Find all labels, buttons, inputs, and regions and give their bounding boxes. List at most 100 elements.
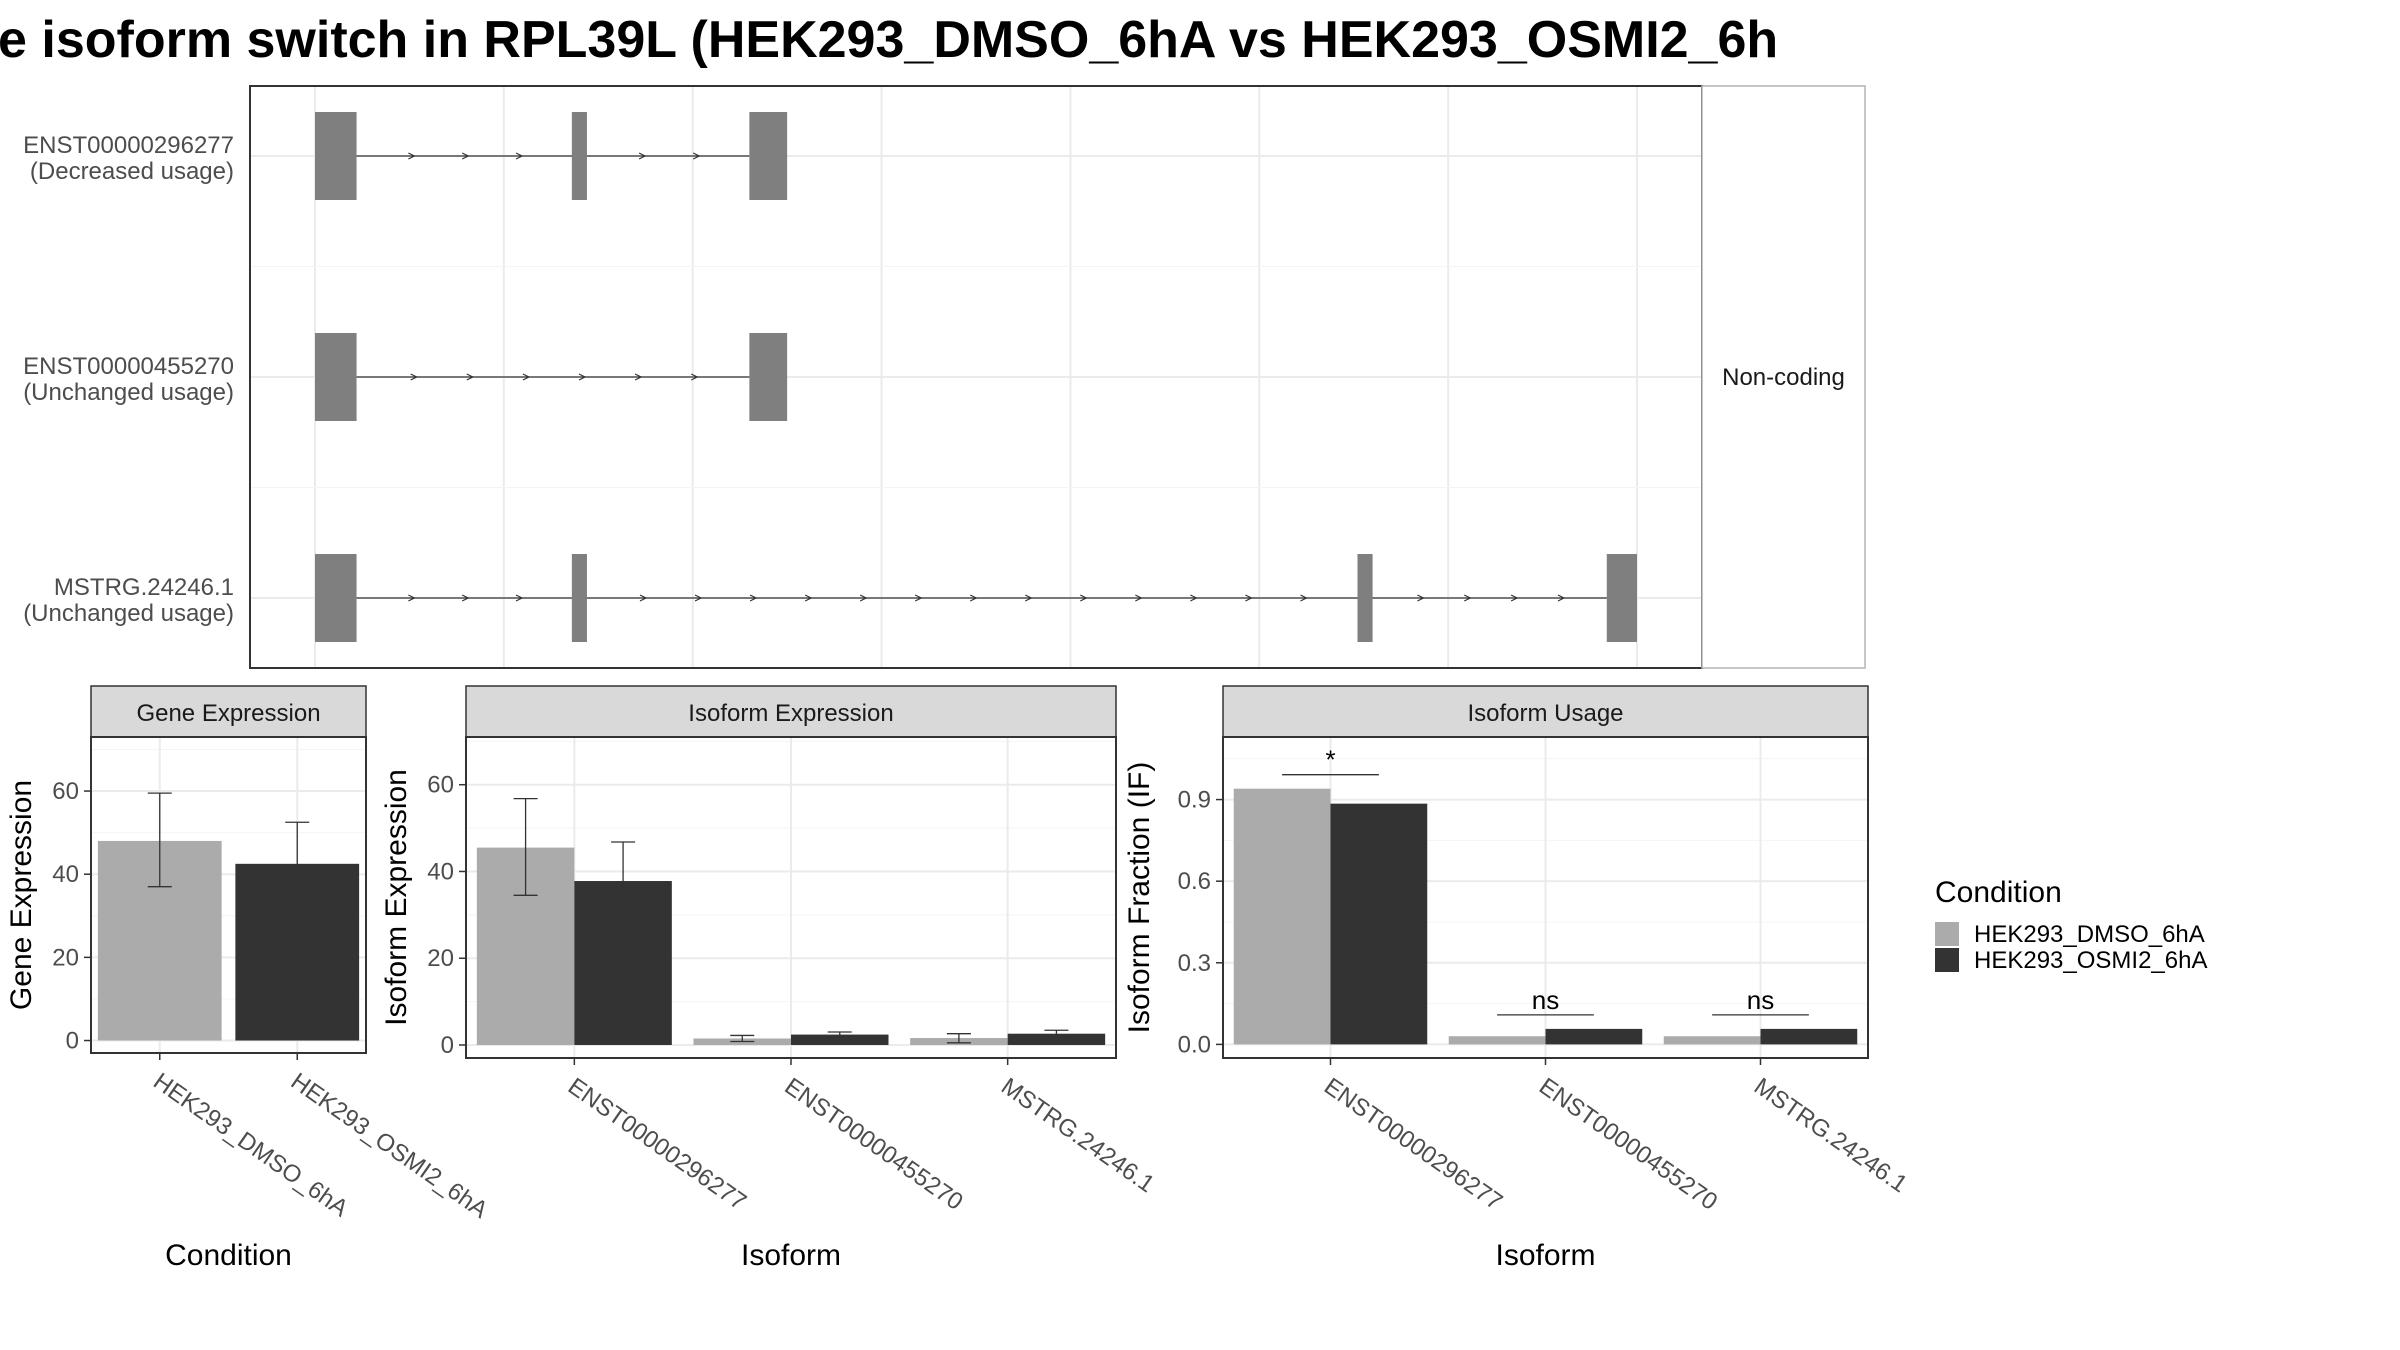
y-tick-label: 0 <box>66 1028 79 1055</box>
y-axis-title: Isoform Fraction (IF) <box>1123 762 1156 1034</box>
bar <box>791 1034 889 1045</box>
intron-arrow <box>466 373 475 381</box>
intron-arrow <box>914 594 923 602</box>
bar <box>1663 1036 1761 1045</box>
intron-arrow <box>515 594 524 602</box>
bar <box>1007 1033 1106 1045</box>
intron-arrow <box>1245 594 1253 602</box>
transcript-id-label: ENST00000296277 <box>23 132 234 159</box>
intron-arrow <box>1135 594 1143 602</box>
y-axis-title: Gene Expression <box>5 780 38 1010</box>
intron-arrow <box>1190 594 1198 602</box>
x-tick-label: ENST00000296277 <box>1319 1073 1507 1216</box>
isoform-usage-panel: Isoform Usage * ns ns 0.0 0.3 0.6 0.9 ENST000002… <box>1123 685 1912 1272</box>
figure-title: e isoform switch in RPL39L (HEK293_DMSO_… <box>0 11 1778 69</box>
bar <box>1545 1028 1643 1045</box>
y-tick-label: 0 <box>441 1032 454 1059</box>
intron-arrow <box>1080 594 1088 602</box>
y-tick-label: 60 <box>52 778 79 805</box>
legend-swatch <box>1935 922 1959 946</box>
intron-arrow <box>515 152 524 160</box>
y-tick-label: 60 <box>427 772 454 799</box>
intron-arrow <box>408 594 416 602</box>
bar <box>1760 1028 1858 1045</box>
x-tick-label: MSTRG.24246.1 <box>1749 1073 1912 1198</box>
exon-block <box>749 333 788 421</box>
y-tick-label: 20 <box>427 945 454 972</box>
x-axis-title: Isoform <box>741 1239 841 1272</box>
transcript-structure-panel: ENST00000296277(Decreased usage) ENST0000… <box>23 85 1866 669</box>
x-tick-label: ENST00000296277 <box>563 1073 751 1216</box>
bar <box>1233 788 1331 1045</box>
y-tick-label: 0.3 <box>1178 950 1211 977</box>
exon-block <box>315 112 357 200</box>
x-tick-label: ENST00000455270 <box>1534 1073 1722 1216</box>
intron-arrow <box>1300 594 1308 602</box>
intron-arrow <box>859 594 868 602</box>
transcript-usage-label: (Unchanged usage) <box>23 379 234 406</box>
y-tick-label: 0.0 <box>1178 1031 1211 1058</box>
intron-arrow <box>461 594 470 602</box>
facet-strip <box>1701 85 1866 669</box>
intron-arrow <box>1024 594 1033 602</box>
y-tick-label: 40 <box>52 861 79 888</box>
legend-label: HEK293_OSMI2_6hA <box>1974 947 2207 974</box>
strip-label: Isoform Expression <box>688 700 893 727</box>
transcript-id-label: ENST00000455270 <box>23 353 234 380</box>
x-axis-title: Isoform <box>1495 1239 1595 1272</box>
intron-arrow <box>1510 594 1519 602</box>
exon-block <box>571 554 587 642</box>
bar <box>1448 1036 1546 1045</box>
exon-block <box>315 333 357 421</box>
y-tick-label: 20 <box>52 944 79 971</box>
gene-expression-panel: Gene Expression0204060HEK293_DMSO_6hAHEK… <box>5 685 493 1272</box>
significance-label: ns <box>1747 985 1774 1015</box>
transcript-usage-label: (Decreased usage) <box>30 158 234 185</box>
strip-background <box>90 685 367 738</box>
intron-arrow <box>804 594 813 602</box>
intron-arrow <box>692 152 701 160</box>
y-axis-title: Isoform Expression <box>380 769 413 1026</box>
intron-arrow <box>634 373 643 381</box>
legend-title: Condition <box>1935 876 2062 909</box>
isoform-expression-panel: Isoform Expression 0 20 40 60 ENST00000296277… <box>380 685 1159 1272</box>
exon-block <box>1357 554 1373 642</box>
intron-arrow <box>1557 594 1566 602</box>
x-tick-label: MSTRG.24246.1 <box>996 1073 1159 1198</box>
strip-label: Gene Expression <box>136 700 320 727</box>
strip-label: Isoform Usage <box>1467 700 1623 727</box>
strip-background <box>1222 685 1869 738</box>
facet-label: Non-coding <box>1722 364 1845 391</box>
bar <box>1330 803 1428 1045</box>
intron-arrow <box>522 373 531 381</box>
intron-arrow <box>1464 594 1472 602</box>
exon-block <box>315 554 357 642</box>
transcript-id-label: MSTRG.24246.1 <box>54 574 234 601</box>
exon-block <box>749 112 788 200</box>
y-tick-label: 0.6 <box>1178 868 1211 895</box>
plot-border <box>90 736 367 1054</box>
intron-arrow <box>410 373 419 381</box>
y-tick-label: 0.9 <box>1178 787 1211 814</box>
intron-arrow <box>690 373 699 381</box>
intron-arrow <box>749 594 758 602</box>
transcript-usage-label: (Unchanged usage) <box>23 600 234 627</box>
legend-swatch <box>1935 948 1959 972</box>
intron-arrow <box>639 594 648 602</box>
x-tick-label: ENST00000455270 <box>780 1073 968 1216</box>
strip-background <box>465 685 1117 738</box>
intron-arrow <box>969 594 978 602</box>
intron-arrow <box>461 152 470 160</box>
significance-label: ns <box>1532 985 1559 1015</box>
exon-block <box>1606 554 1637 642</box>
intron-arrow <box>578 373 587 381</box>
intron-arrow <box>638 152 647 160</box>
y-tick-label: 40 <box>427 858 454 885</box>
intron-arrow <box>1417 594 1425 602</box>
intron-arrow <box>694 594 703 602</box>
x-axis-title: Condition <box>165 1239 292 1272</box>
legend-label: HEK293_DMSO_6hA <box>1974 921 2205 948</box>
exon-block <box>571 112 587 200</box>
